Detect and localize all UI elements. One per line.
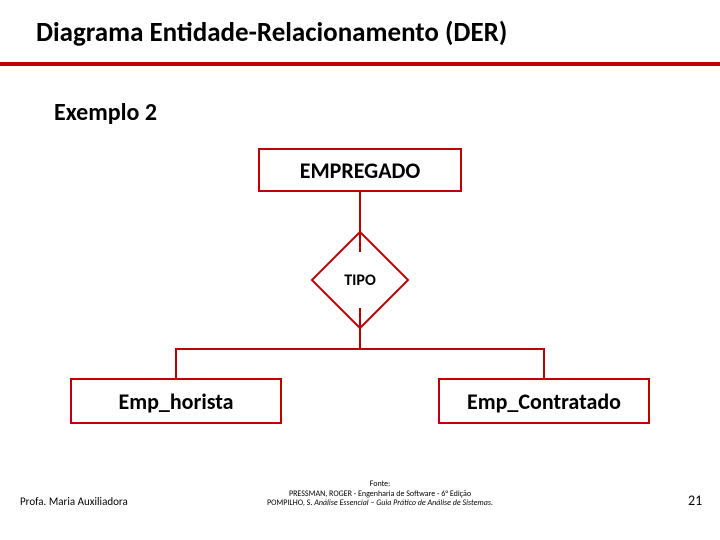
entity-emp-horista-label: Emp_horista (118, 388, 233, 415)
connector-hbar (175, 348, 545, 350)
footer-source-line3: POMPILHO, S. Análise Essencial – Guia Pr… (230, 499, 530, 509)
slide-title: Diagrama Entidade-Relacionamento (DER) (36, 16, 507, 49)
connector-right (543, 348, 545, 378)
entity-emp-contratado-label: Emp_Contratado (467, 388, 621, 415)
entity-emp-contratado: Emp_Contratado (438, 378, 650, 424)
entity-emp-horista: Emp_horista (70, 378, 282, 424)
entity-empregado-label: EMPREGADO (300, 157, 421, 184)
relationship-tipo-label: TIPO (325, 245, 395, 315)
relationship-tipo: TIPO (325, 245, 395, 315)
page-number: 21 (688, 492, 702, 509)
example-label: Exemplo 2 (54, 98, 157, 127)
connector-top (359, 192, 361, 252)
connector-left (175, 348, 177, 378)
connector-middle (359, 308, 361, 348)
footer-author: Profa. Maria Auxiliadora (20, 495, 128, 508)
entity-empregado: EMPREGADO (258, 148, 462, 192)
title-underline (0, 62, 720, 66)
footer-source: Fonte: PRESSMAN, ROGER - Engenharia de S… (230, 480, 530, 509)
